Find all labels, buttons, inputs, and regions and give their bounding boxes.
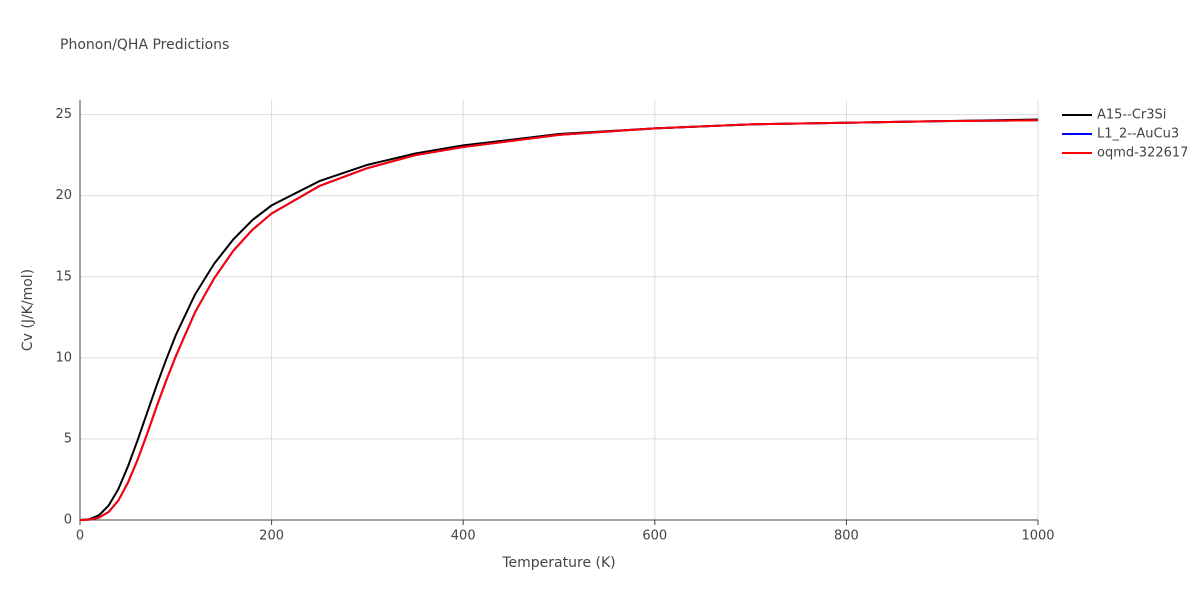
y-tick-label: 25 [55,107,72,122]
x-tick-label: 200 [259,529,284,544]
y-axis-label: Cv (J/K/mol) [20,269,36,351]
series-line [79,119,1039,521]
x-tick-label: 400 [451,529,476,544]
legend-label: L1_2--AuCu3 [1097,127,1179,142]
y-tick-label: 20 [55,188,72,203]
x-tick-label: 1000 [1021,529,1054,544]
x-tick-label: 800 [834,529,859,544]
series-line [79,119,1039,521]
x-tick-label: 0 [76,529,84,544]
x-axis-label: Temperature (K) [501,555,615,571]
y-tick-label: 15 [55,269,72,284]
series-line [79,118,1039,521]
legend-label: A15--Cr3Si [1097,108,1166,123]
y-tick-label: 0 [64,513,72,528]
legend-label: oqmd-322617 [1097,146,1188,161]
y-tick-label: 5 [64,431,72,446]
x-tick-label: 600 [642,529,667,544]
y-tick-label: 10 [55,350,72,365]
chart-title: Phonon/QHA Predictions [60,37,229,53]
